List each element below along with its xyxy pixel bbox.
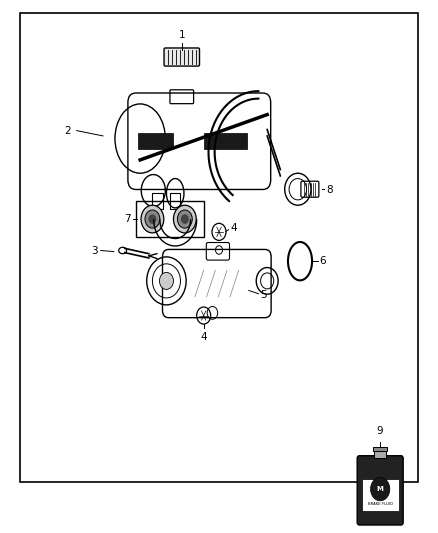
Text: 4: 4: [230, 223, 237, 233]
Text: 3: 3: [91, 246, 98, 255]
Bar: [170, 193, 180, 209]
Circle shape: [148, 214, 156, 224]
Bar: [374, 451, 386, 458]
Text: 5: 5: [261, 290, 267, 300]
Text: 2: 2: [64, 126, 71, 135]
Bar: [373, 447, 387, 451]
Circle shape: [371, 478, 390, 501]
FancyBboxPatch shape: [357, 456, 403, 525]
Bar: [152, 193, 163, 209]
Circle shape: [177, 210, 192, 228]
Text: 4: 4: [200, 332, 207, 342]
FancyBboxPatch shape: [164, 48, 200, 66]
Text: 8: 8: [326, 185, 333, 195]
Circle shape: [181, 214, 189, 224]
Bar: [136, 201, 204, 237]
Text: 9: 9: [377, 426, 384, 436]
Circle shape: [173, 205, 196, 233]
Bar: [204, 133, 247, 149]
Text: 1: 1: [178, 30, 185, 40]
Text: 6: 6: [320, 256, 326, 266]
Circle shape: [141, 205, 164, 233]
Circle shape: [145, 210, 160, 228]
Circle shape: [159, 272, 173, 289]
Bar: [362, 479, 399, 511]
Text: 7: 7: [124, 214, 131, 224]
Text: M: M: [377, 486, 384, 492]
Bar: [138, 133, 173, 149]
Text: BRAKE FLUID: BRAKE FLUID: [367, 502, 393, 506]
